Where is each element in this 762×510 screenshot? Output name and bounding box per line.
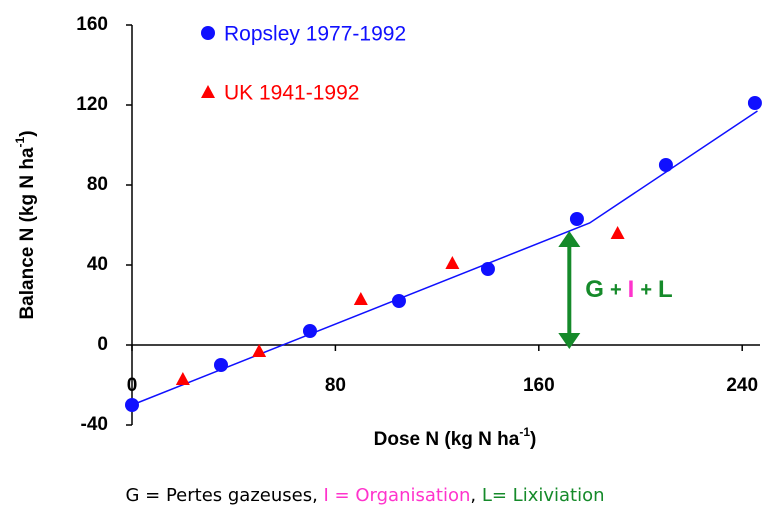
footnote-part: L= Lixiviation (482, 485, 605, 506)
annotation: G + I + L (585, 276, 672, 303)
legend-label: Ropsley 1977-1992 (224, 23, 406, 46)
point (125, 398, 139, 412)
annotation-part: L (658, 276, 673, 303)
x-tick-label: 240 (726, 375, 758, 396)
point (445, 256, 460, 269)
y-tick-label: 80 (87, 174, 108, 195)
point (610, 226, 625, 239)
point (353, 292, 368, 305)
x-tick-label: 160 (523, 375, 555, 396)
x-tick-label: 80 (325, 375, 346, 396)
point (391, 294, 406, 308)
point (252, 344, 267, 357)
point (302, 324, 317, 338)
ylabel-label: Balance N (kg N ha-1) (13, 130, 38, 319)
label-text: Dose N (kg N ha (374, 429, 520, 450)
annotation-part: + (610, 279, 622, 301)
arrow-head (558, 231, 581, 247)
y-tick-label: -40 (81, 414, 108, 435)
legend-label: UK 1941-1992 (224, 82, 359, 105)
fit-line (131, 110, 758, 406)
footnote: G = Pertes gazeuses, I = Organisation, L… (125, 485, 604, 506)
point (569, 212, 584, 226)
arrow-head (558, 333, 581, 349)
label-sup: -1 (519, 425, 530, 439)
y-tick-label: 0 (97, 334, 108, 355)
label-end: ) (530, 429, 536, 450)
annotation-part: G (585, 276, 604, 303)
point (658, 158, 673, 172)
legend-marker (201, 85, 215, 98)
label-text: Balance N (kg N ha (17, 147, 38, 320)
point (175, 372, 190, 385)
footnote-part: G = Pertes gazeuses, (125, 485, 323, 506)
label-sup: -1 (13, 136, 27, 147)
annotation-part: + (640, 279, 652, 301)
x-tick-label: 0 (127, 375, 138, 396)
point (480, 262, 495, 276)
xlabel-label: Dose N (kg N ha-1) (374, 425, 537, 450)
annotation-part: I (628, 276, 635, 303)
label-end: ) (17, 130, 38, 136)
footnote-part: I = Organisation (324, 485, 471, 506)
y-tick-label: 160 (76, 14, 108, 35)
footnote-part: , (470, 485, 481, 506)
legend-marker (201, 26, 215, 40)
point (747, 96, 762, 110)
y-tick-label: 120 (76, 94, 108, 115)
point (213, 358, 228, 372)
y-tick-label: 40 (87, 254, 108, 275)
